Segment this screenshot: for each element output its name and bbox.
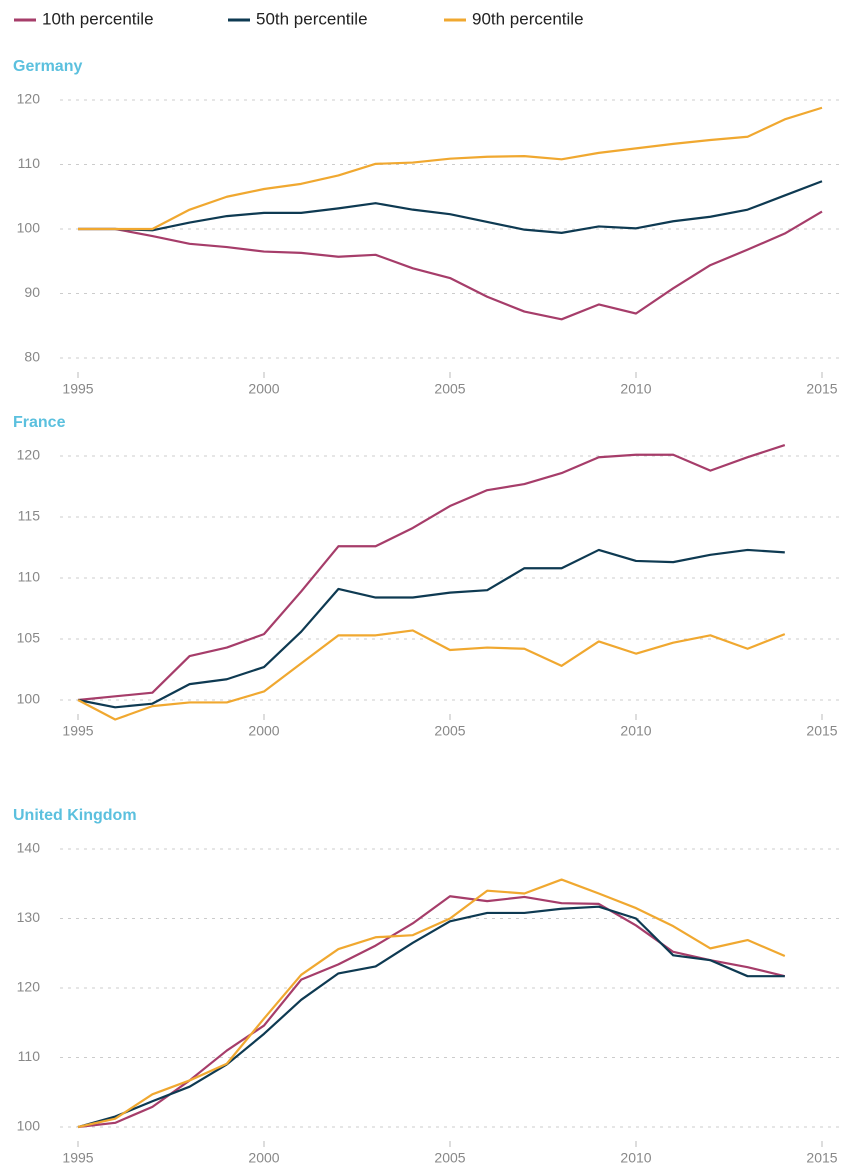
line-series (78, 106, 823, 231)
x-tick-label: 2005 (434, 1150, 465, 1166)
panel-title: United Kingdom (13, 807, 137, 824)
y-tick-label: 130 (17, 909, 41, 925)
line-series (77, 895, 786, 1129)
legend-label: 50th percentile (256, 9, 368, 28)
x-tick-label: 2015 (806, 723, 837, 739)
x-tick-label: 2005 (434, 723, 465, 739)
y-tick-label: 100 (17, 691, 41, 707)
y-tick-label: 110 (18, 155, 41, 171)
x-tick-label: 2010 (620, 381, 651, 397)
y-tick-label: 120 (17, 447, 41, 463)
y-tick-label: 110 (18, 569, 41, 585)
legend-label: 10th percentile (42, 9, 154, 28)
x-tick-label: 2010 (620, 1150, 651, 1166)
line-series (77, 548, 785, 709)
y-tick-label: 100 (17, 220, 41, 236)
line-series (78, 180, 823, 234)
x-tick-label: 2000 (248, 723, 279, 739)
line-series (77, 878, 786, 1129)
legend-label: 90th percentile (472, 9, 584, 28)
y-tick-label: 100 (17, 1118, 41, 1134)
y-tick-label: 115 (18, 508, 41, 524)
y-tick-label: 120 (17, 91, 41, 107)
y-tick-label: 90 (24, 284, 40, 300)
x-tick-label: 1995 (62, 381, 93, 397)
x-tick-label: 2015 (806, 1150, 837, 1166)
y-tick-label: 120 (17, 979, 41, 995)
y-tick-label: 105 (17, 630, 41, 646)
x-tick-label: 1995 (62, 1150, 93, 1166)
line-series (78, 210, 823, 321)
x-tick-label: 1995 (62, 723, 93, 739)
line-series (77, 905, 785, 1129)
x-tick-label: 2000 (248, 1150, 279, 1166)
panel-title: France (13, 414, 66, 431)
panel-title: Germany (13, 58, 82, 75)
line-series (77, 629, 786, 721)
y-tick-label: 110 (18, 1048, 41, 1064)
line-series (77, 443, 786, 702)
x-tick-label: 2005 (434, 381, 465, 397)
x-tick-label: 2010 (620, 723, 651, 739)
x-tick-label: 2015 (806, 381, 837, 397)
y-tick-label: 80 (24, 349, 40, 365)
y-tick-label: 140 (17, 840, 41, 856)
x-tick-label: 2000 (248, 381, 279, 397)
